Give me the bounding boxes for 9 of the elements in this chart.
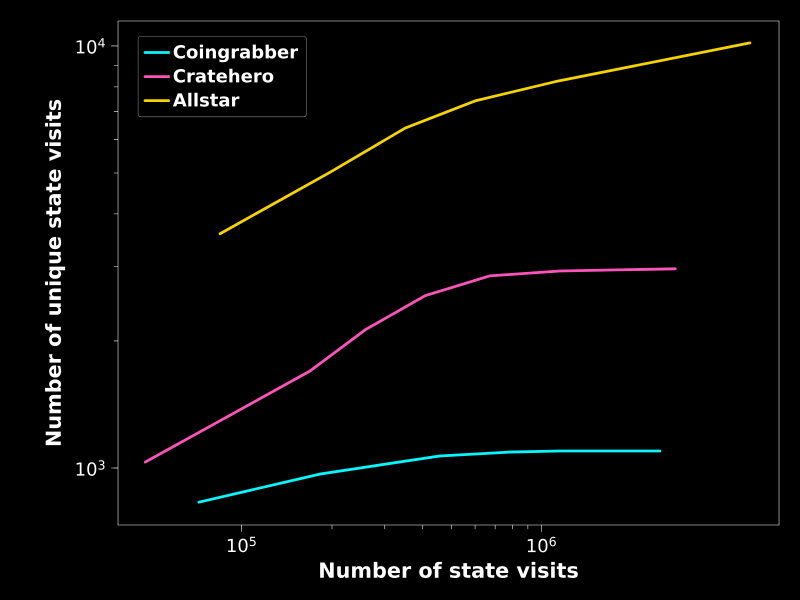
y-tick-label: 10$^{3}$: [76, 460, 105, 476]
legend-label: Allstar: [172, 92, 240, 107]
x-axis-title: Number of state visits: [320, 562, 578, 578]
legend-label: Coingrabber: [174, 44, 298, 62]
y-tick-label: 10$^{4}$: [76, 38, 105, 54]
x-tick-label: 10$^{6}$: [528, 536, 556, 552]
legend-label: Cratehero: [174, 68, 274, 83]
y-axis-title: Number of unique state visits: [45, 100, 66, 446]
x-tick-label: 10$^{5}$: [228, 536, 256, 552]
